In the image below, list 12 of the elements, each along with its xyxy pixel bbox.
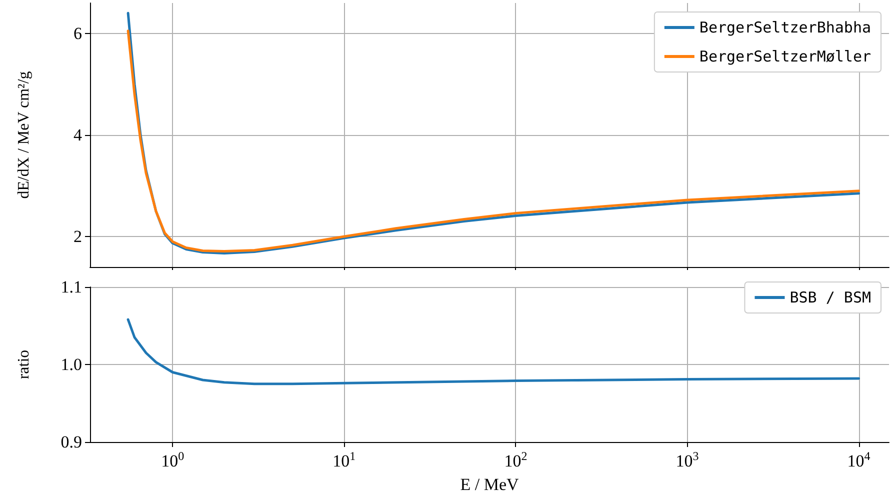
legend-label: BergerSeltzerBhabha — [699, 18, 872, 36]
y-axis-title: dE/dX / MeV cm²/g — [16, 71, 32, 199]
legend-label: BergerSeltzerMøller — [699, 48, 872, 66]
y-tick-label: 0.9 — [60, 432, 82, 452]
y-tick-label: 2 — [74, 227, 82, 246]
y-tick-label: 6 — [74, 24, 82, 43]
y-tick-label: 1.0 — [60, 355, 82, 374]
y-tick-label: 4 — [74, 126, 82, 144]
x-axis-title: E / MeV — [460, 475, 520, 494]
legend-label: BSB / BSM — [790, 288, 872, 306]
y-tick-label: 1.1 — [60, 278, 82, 296]
y-axis-title: ratio — [16, 350, 32, 380]
